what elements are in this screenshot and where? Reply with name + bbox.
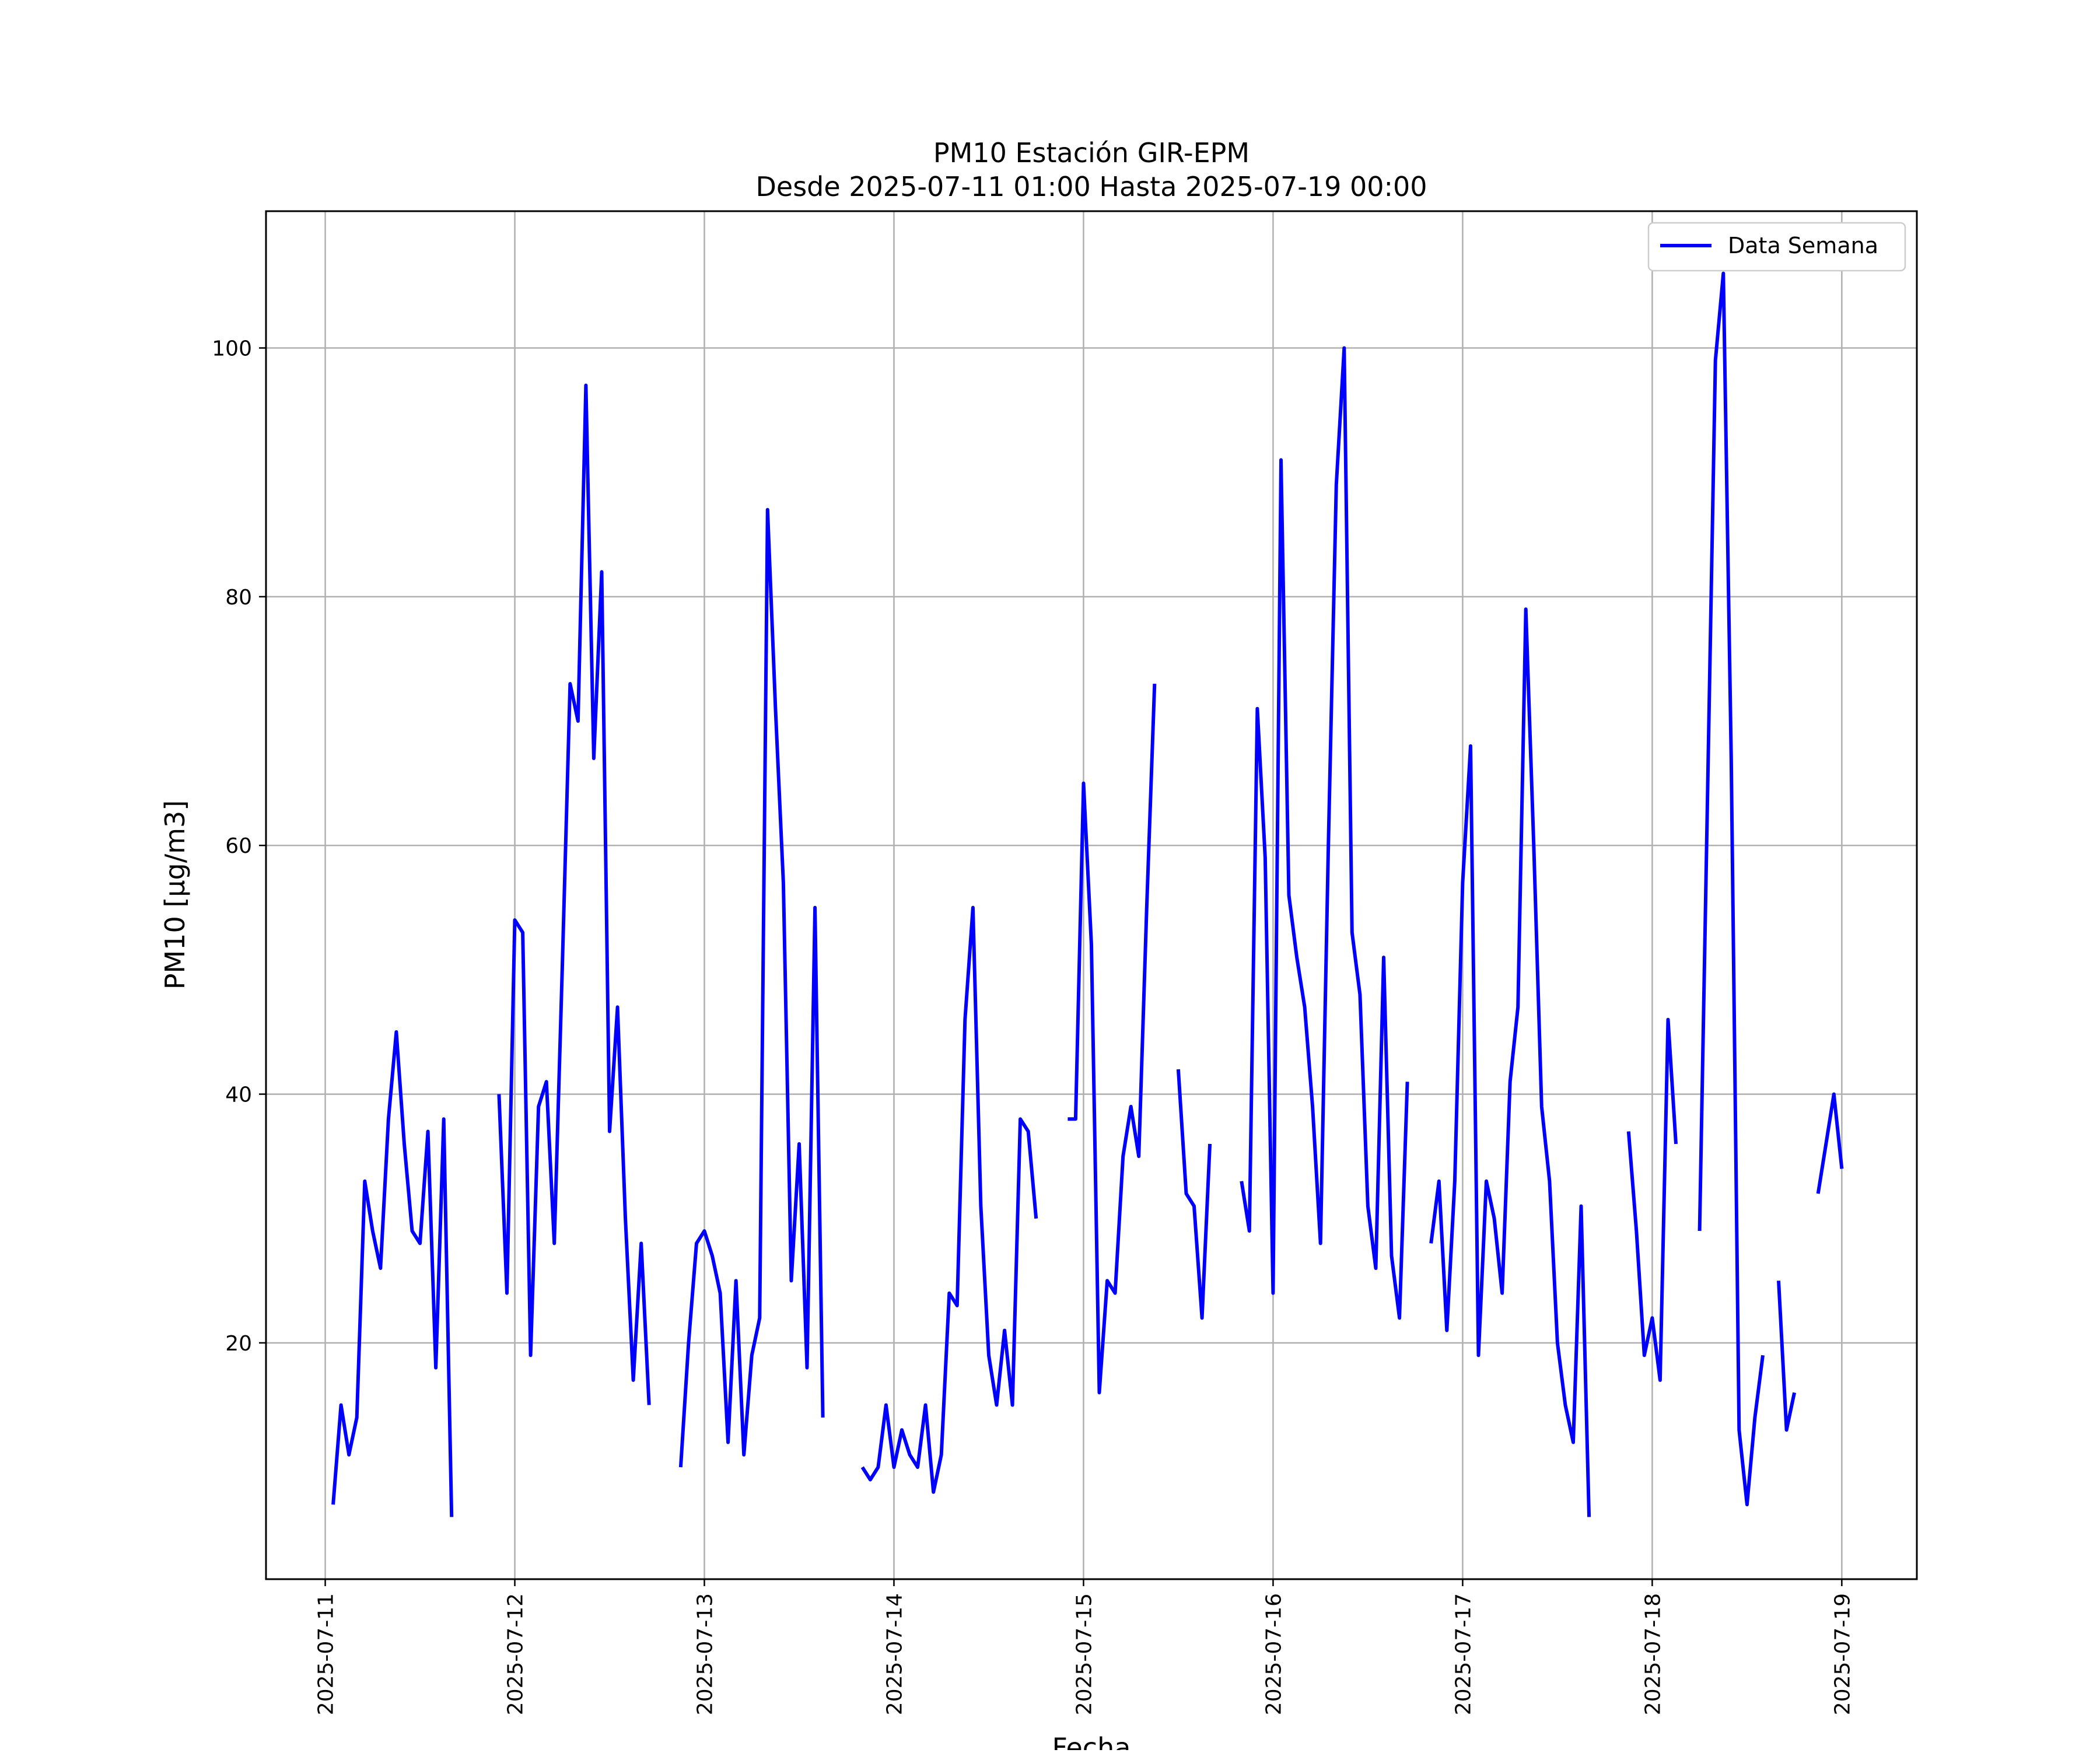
x-tick-label: 2025-07-11: [314, 1593, 338, 1715]
y-tick-label: 100: [212, 337, 252, 361]
x-axis-label: Fecha: [1052, 1732, 1131, 1750]
x-tick-label: 2025-07-14: [883, 1593, 907, 1715]
series-line-segment: [1816, 1092, 1844, 1194]
chart-subtitle: Desde 2025-07-11 01:00 Hasta 2025-07-19 …: [755, 171, 1427, 202]
y-tick-label: 80: [225, 586, 252, 610]
data-series: [331, 271, 1844, 1517]
series-line-segment: [1068, 683, 1157, 1395]
series-line-segment: [497, 383, 651, 1405]
series-line-segment: [1626, 1017, 1678, 1382]
x-tick-label: 2025-07-13: [694, 1593, 718, 1715]
x-tick-label: 2025-07-12: [504, 1593, 528, 1715]
series-line-segment: [331, 1030, 454, 1517]
series-line-segment: [678, 508, 825, 1468]
series-line-segment: [1240, 346, 1409, 1320]
x-tick-label: 2025-07-19: [1831, 1593, 1854, 1715]
y-tick-label: 40: [225, 1083, 252, 1107]
legend-entry-data-semana: Data Semana: [1728, 233, 1878, 258]
plot-frame: [265, 210, 1918, 1580]
series-line-segment: [1698, 271, 1765, 1507]
x-tick-label: 2025-07-16: [1262, 1593, 1286, 1715]
series-line-segment: [1777, 1280, 1797, 1432]
y-tick-label: 20: [225, 1332, 252, 1356]
x-tick-label: 2025-07-17: [1451, 1593, 1475, 1715]
series-line-segment: [1176, 1069, 1212, 1320]
grid: [266, 211, 1917, 1579]
legend-box: [1647, 222, 1906, 272]
x-tick-label: 2025-07-18: [1641, 1593, 1665, 1715]
legend: Data Semana: [1647, 222, 1906, 272]
chart-title: PM10 Estación GIR-EPM: [933, 137, 1250, 169]
series-line-segment: [1429, 607, 1591, 1517]
y-axis-label: PM10 [μg/m3]: [159, 800, 191, 990]
series-data-semana: [331, 271, 1844, 1517]
axis-ticks: 2025-07-11 2025-07-12 2025-07-13 2025-07-14…: [212, 337, 1854, 1716]
y-tick-label: 60: [225, 834, 252, 858]
x-tick-label: 2025-07-15: [1072, 1593, 1096, 1715]
series-line-segment: [860, 905, 1038, 1494]
